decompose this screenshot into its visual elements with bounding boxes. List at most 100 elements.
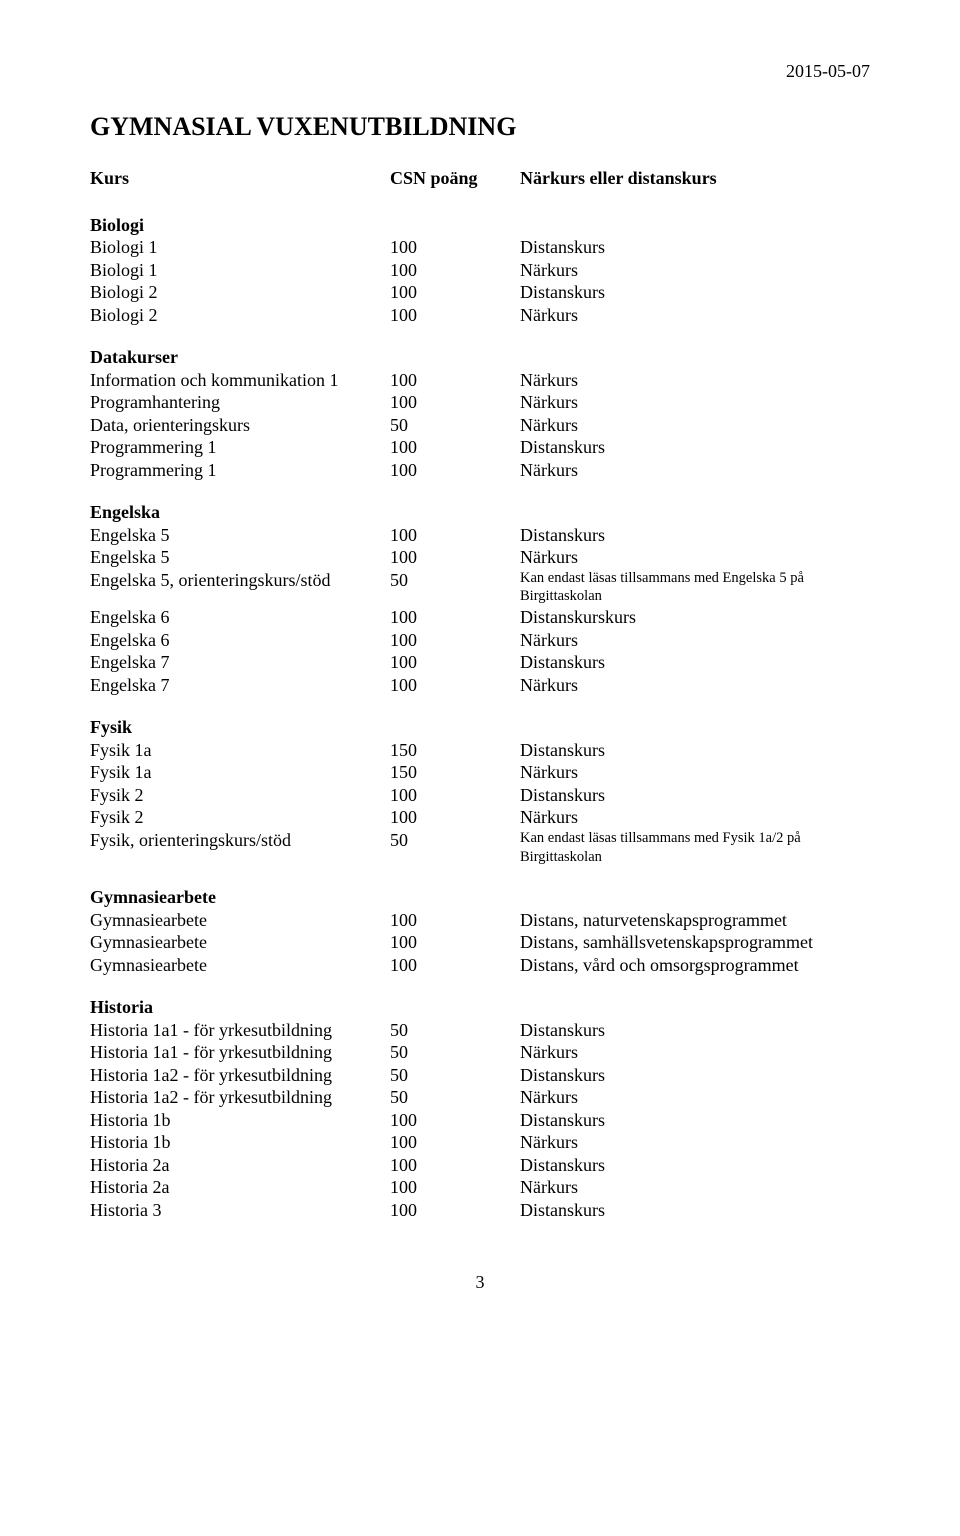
course-type: Närkurs	[520, 304, 870, 327]
course-points: 50	[390, 569, 520, 592]
course-type: Närkurs	[520, 369, 870, 392]
course-type: Närkurs	[520, 259, 870, 282]
table-row: Programhantering100Närkurs	[90, 391, 870, 414]
page-date: 2015-05-07	[90, 60, 870, 83]
course-name: Biologi 2	[90, 281, 390, 304]
course-points: 100	[390, 281, 520, 304]
course-points: 50	[390, 414, 520, 437]
table-row: Gymnasiearbete100Distans, vård och omsor…	[90, 954, 870, 977]
section: DatakurserInformation och kommunikation …	[90, 346, 870, 481]
course-type: Distanskurs	[520, 651, 870, 674]
course-name: Engelska 6	[90, 629, 390, 652]
course-name: Historia 1a1 - för yrkesutbildning	[90, 1041, 390, 1064]
course-points: 50	[390, 1064, 520, 1087]
course-points: 100	[390, 436, 520, 459]
table-row: Engelska 5, orienteringskurs/stöd50Kan e…	[90, 569, 870, 607]
course-points: 100	[390, 954, 520, 977]
course-type: Distanskurs	[520, 1109, 870, 1132]
table-row: Fysik 1a150Närkurs	[90, 761, 870, 784]
table-row: Gymnasiearbete100Distans, samhällsvetens…	[90, 931, 870, 954]
course-name: Engelska 5	[90, 524, 390, 547]
course-name: Engelska 5	[90, 546, 390, 569]
course-type: Närkurs	[520, 674, 870, 697]
course-type: Distanskurs	[520, 236, 870, 259]
table-row: Historia 1a2 - för yrkesutbildning50Närk…	[90, 1086, 870, 1109]
course-name: Biologi 2	[90, 304, 390, 327]
course-name: Historia 1a2 - för yrkesutbildning	[90, 1086, 390, 1109]
section-title: Biologi	[90, 214, 870, 237]
table-row: Biologi 2100Närkurs	[90, 304, 870, 327]
header-poang: CSN poäng	[390, 167, 520, 190]
table-row: Fysik 2100Närkurs	[90, 806, 870, 829]
course-type: Närkurs	[520, 1086, 870, 1109]
course-type: Närkurs	[520, 1131, 870, 1154]
course-name: Fysik 1a	[90, 761, 390, 784]
course-points: 100	[390, 369, 520, 392]
header-type: Närkurs eller distanskurs	[520, 167, 870, 190]
course-type: Distans, samhällsvetenskapsprogrammet	[520, 931, 870, 954]
course-points: 100	[390, 651, 520, 674]
course-name: Gymnasiearbete	[90, 909, 390, 932]
section: HistoriaHistoria 1a1 - för yrkesutbildni…	[90, 996, 870, 1221]
course-points: 50	[390, 829, 520, 852]
course-points: 100	[390, 1176, 520, 1199]
table-row: Historia 2a100Närkurs	[90, 1176, 870, 1199]
course-name: Engelska 7	[90, 651, 390, 674]
course-name: Fysik 1a	[90, 739, 390, 762]
course-type: Närkurs	[520, 1176, 870, 1199]
course-points: 100	[390, 391, 520, 414]
course-type: Närkurs	[520, 414, 870, 437]
table-row: Historia 1b100Distanskurs	[90, 1109, 870, 1132]
course-name: Historia 1b	[90, 1109, 390, 1132]
course-name: Data, orienteringskurs	[90, 414, 390, 437]
table-row: Engelska 7100Närkurs	[90, 674, 870, 697]
table-row: Engelska 6100Närkurs	[90, 629, 870, 652]
table-row: Biologi 1100Närkurs	[90, 259, 870, 282]
course-type: Kan endast läsas tillsammans med Fysik 1…	[520, 829, 870, 867]
course-type: Distanskurs	[520, 1019, 870, 1042]
course-name: Engelska 6	[90, 606, 390, 629]
table-row: Engelska 5100Närkurs	[90, 546, 870, 569]
table-row: Fysik 1a150Distanskurs	[90, 739, 870, 762]
course-points: 100	[390, 236, 520, 259]
course-name: Historia 1b	[90, 1131, 390, 1154]
course-points: 50	[390, 1086, 520, 1109]
course-name: Information och kommunikation 1	[90, 369, 390, 392]
course-name: Fysik, orienteringskurs/stöd	[90, 829, 390, 852]
page-number: 3	[90, 1271, 870, 1294]
course-name: Historia 1a1 - för yrkesutbildning	[90, 1019, 390, 1042]
course-type: Distanskurs	[520, 1154, 870, 1177]
table-row: Programmering 1100Distanskurs	[90, 436, 870, 459]
course-type: Närkurs	[520, 391, 870, 414]
course-points: 100	[390, 524, 520, 547]
course-type: Distanskurs	[520, 739, 870, 762]
course-type: Distanskurs	[520, 784, 870, 807]
course-type: Närkurs	[520, 546, 870, 569]
table-row: Biologi 2100Distanskurs	[90, 281, 870, 304]
course-points: 100	[390, 674, 520, 697]
section-title: Engelska	[90, 501, 870, 524]
course-name: Programmering 1	[90, 436, 390, 459]
table-row: Engelska 5100Distanskurs	[90, 524, 870, 547]
section: EngelskaEngelska 5100DistanskursEngelska…	[90, 501, 870, 696]
course-points: 50	[390, 1041, 520, 1064]
course-points: 100	[390, 806, 520, 829]
course-type: Distanskurs	[520, 524, 870, 547]
section-title: Datakurser	[90, 346, 870, 369]
course-type: Närkurs	[520, 1041, 870, 1064]
course-points: 100	[390, 931, 520, 954]
course-points: 100	[390, 784, 520, 807]
course-name: Programhantering	[90, 391, 390, 414]
table-row: Historia 1b100Närkurs	[90, 1131, 870, 1154]
course-type: Närkurs	[520, 806, 870, 829]
table-row: Programmering 1100Närkurs	[90, 459, 870, 482]
course-type: Distans, naturvetenskapsprogrammet	[520, 909, 870, 932]
table-row: Data, orienteringskurs50Närkurs	[90, 414, 870, 437]
course-type: Distanskurs	[520, 436, 870, 459]
table-row: Biologi 1100Distanskurs	[90, 236, 870, 259]
course-points: 100	[390, 629, 520, 652]
course-points: 150	[390, 739, 520, 762]
course-points: 100	[390, 1109, 520, 1132]
course-name: Historia 1a2 - för yrkesutbildning	[90, 1064, 390, 1087]
page-title: GYMNASIAL VUXENUTBILDNING	[90, 111, 870, 144]
